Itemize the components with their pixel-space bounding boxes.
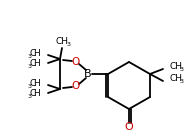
Text: C: C [30,89,36,99]
Text: 3: 3 [28,65,32,69]
Text: CH: CH [170,62,183,71]
Text: 3: 3 [180,79,183,84]
Text: C: C [30,48,36,58]
Text: B: B [84,69,92,79]
Text: O: O [125,122,133,132]
Text: O: O [72,57,80,67]
Text: 3: 3 [67,42,71,47]
Text: CH: CH [170,74,183,83]
Text: H: H [33,89,40,99]
Text: C: C [30,79,36,88]
Text: H: H [33,79,40,88]
Text: O: O [72,81,80,91]
Text: CH: CH [55,36,68,45]
Text: H: H [33,48,40,58]
Text: 3: 3 [28,83,32,89]
Text: 3: 3 [28,54,32,58]
Text: 3: 3 [180,67,183,72]
Text: C: C [30,59,36,68]
Text: 3: 3 [28,95,32,99]
Text: H: H [33,59,40,68]
